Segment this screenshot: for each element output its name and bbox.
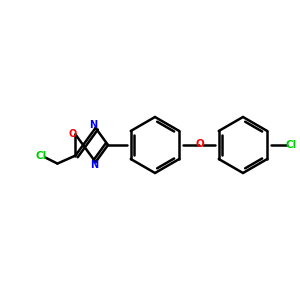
Text: N: N <box>89 120 98 130</box>
Text: O: O <box>68 129 76 140</box>
Text: N: N <box>91 160 99 170</box>
Text: Cl: Cl <box>36 151 47 160</box>
Text: O: O <box>196 139 204 149</box>
Text: Cl: Cl <box>285 140 297 150</box>
